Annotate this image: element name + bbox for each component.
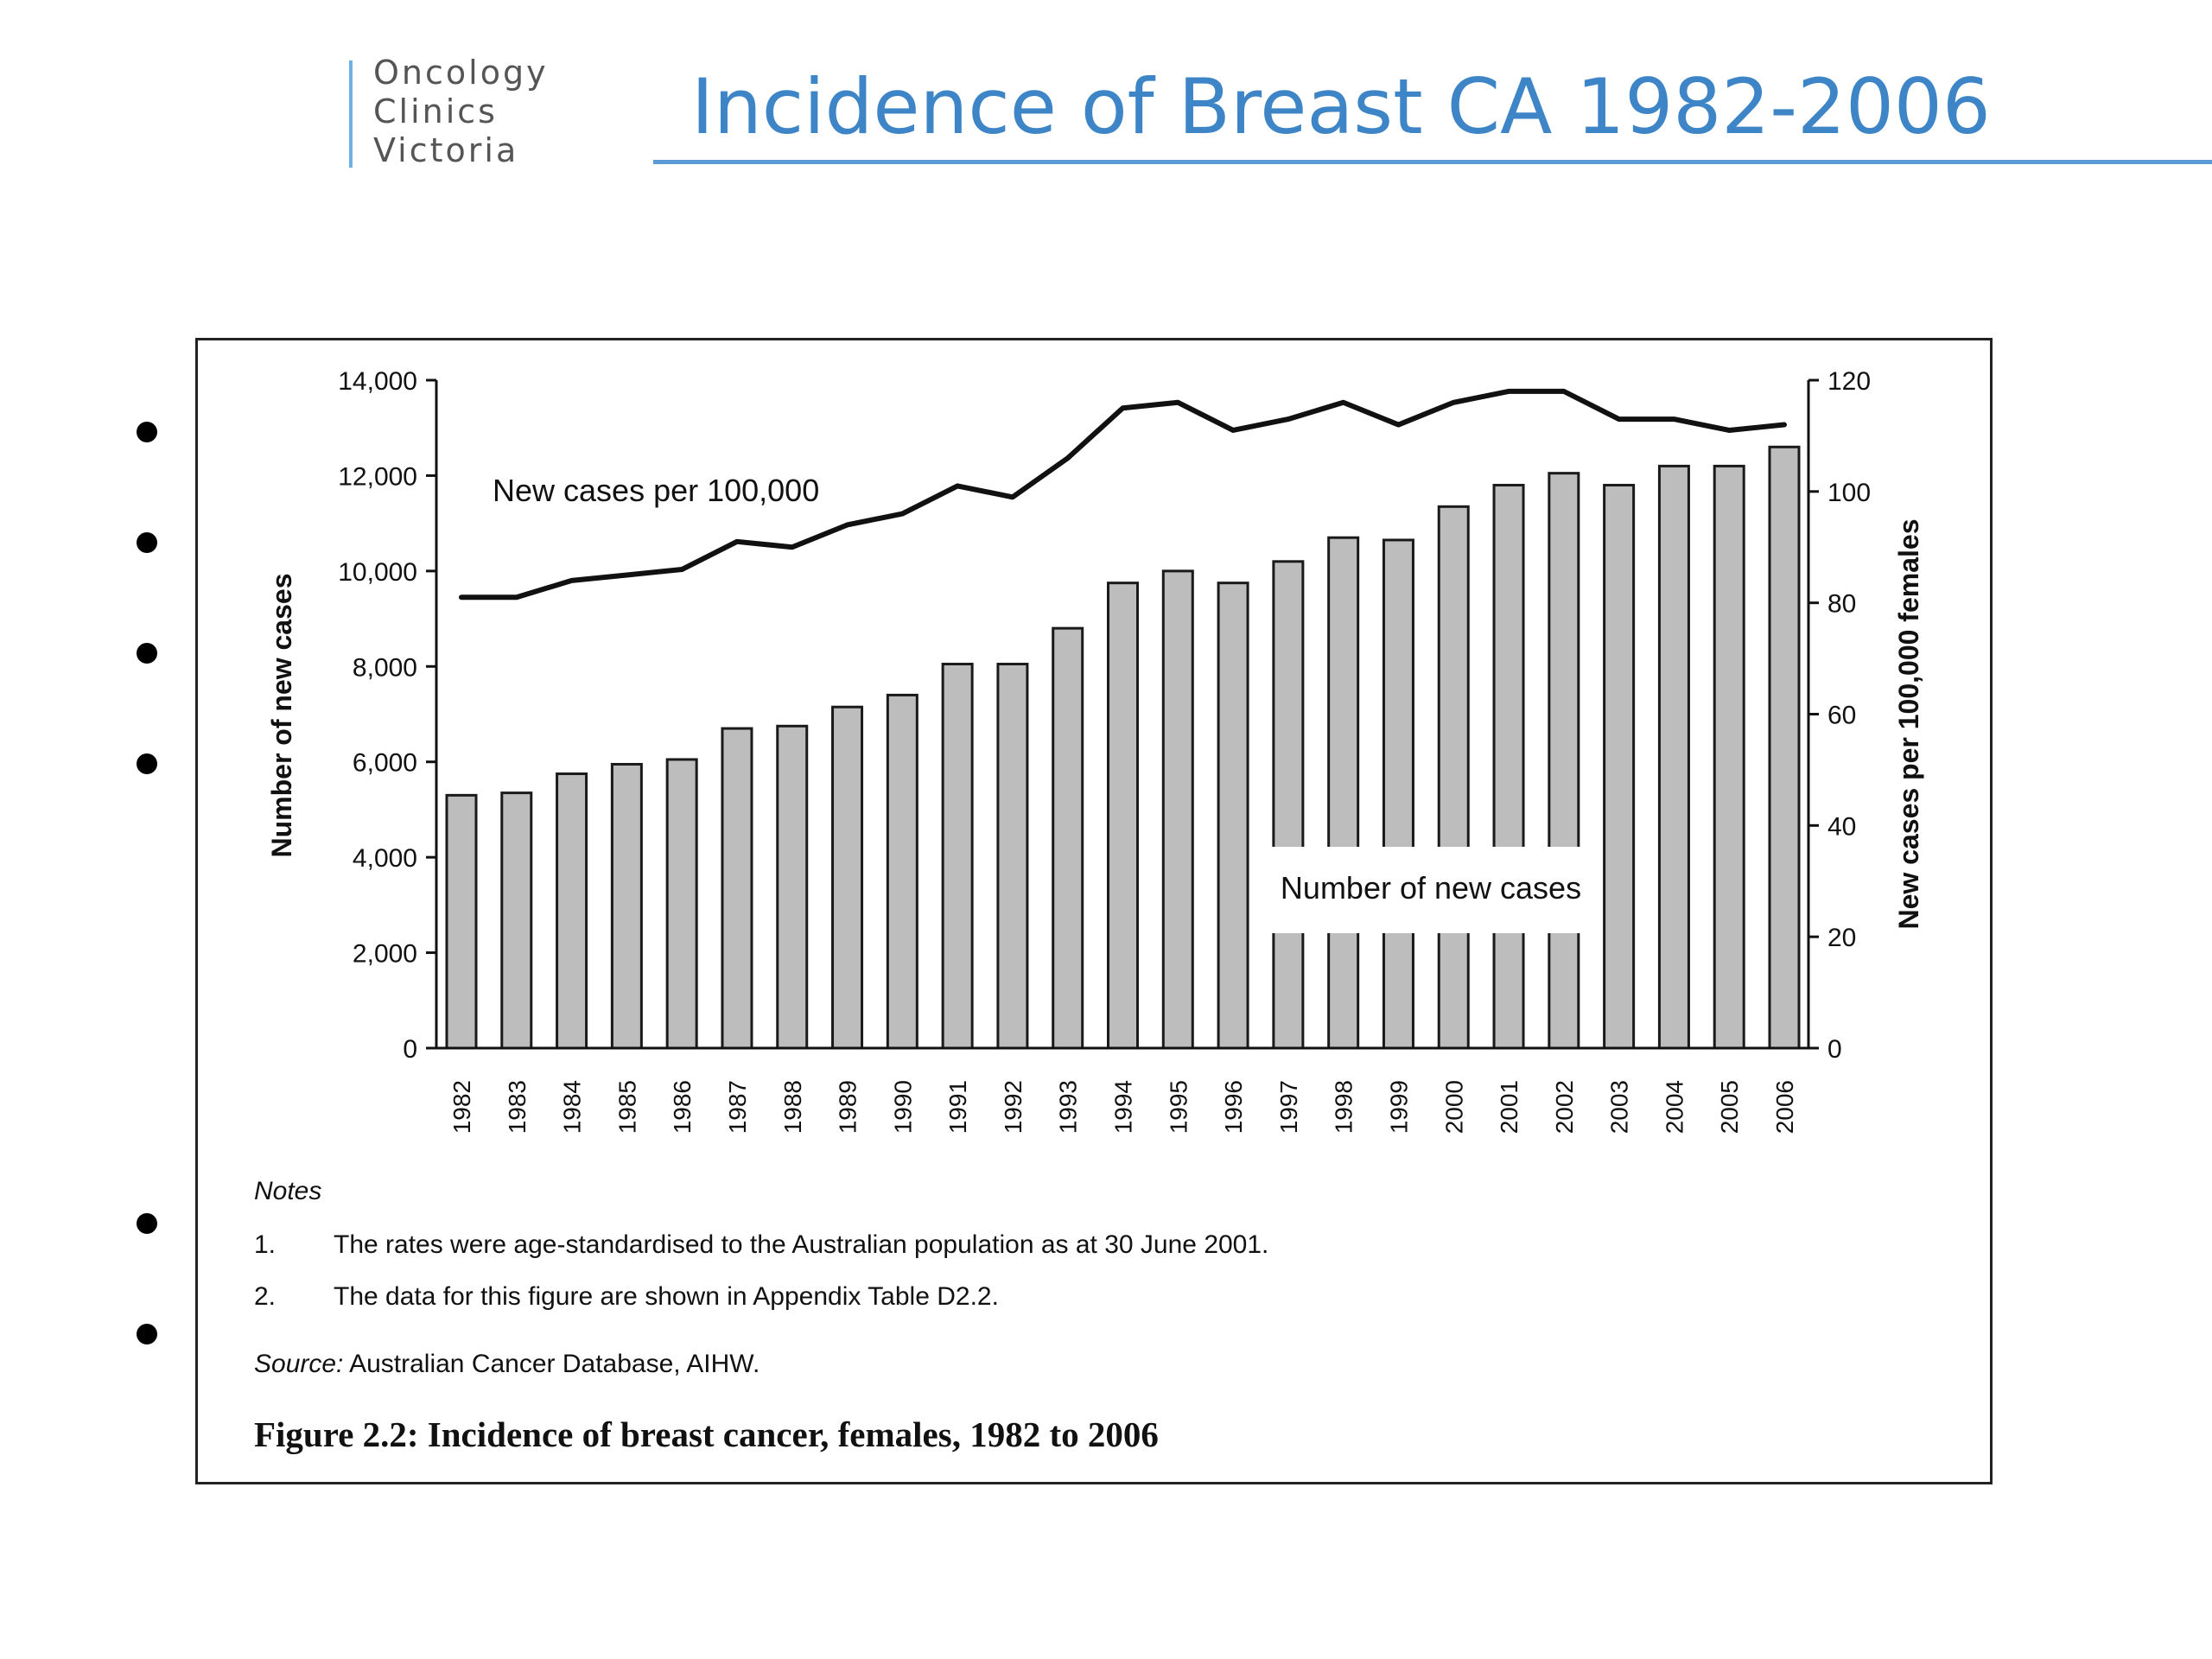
x-tick-label: 2005	[1716, 1080, 1743, 1134]
right-tick-label: 80	[1827, 590, 1856, 619]
left-tick-label: 14,000	[338, 367, 417, 396]
note-text: The rates were age-standardised to the A…	[334, 1230, 1269, 1259]
right-tick-label: 120	[1827, 367, 1871, 396]
bar-1996	[1217, 582, 1249, 1050]
bar-series-label-box	[1263, 847, 1599, 933]
note-item: 2. The data for this figure are shown in …	[254, 1282, 999, 1312]
right-tick-label: 60	[1827, 702, 1856, 730]
bar-1984	[556, 772, 588, 1050]
x-tick-label: 2004	[1661, 1080, 1688, 1134]
right-tick-label: 20	[1827, 924, 1856, 952]
bar-1987	[721, 727, 753, 1050]
bullet-dot	[137, 643, 157, 664]
bar-1999	[1382, 538, 1414, 1050]
x-tick-label: 2000	[1440, 1080, 1467, 1134]
bar-1990	[886, 693, 918, 1050]
x-tick-label: 1988	[779, 1080, 806, 1134]
bullet-dot	[137, 532, 157, 553]
left-tick-label: 2,000	[353, 940, 417, 969]
x-tick-label: 2001	[1496, 1080, 1522, 1134]
x-tick-label: 2002	[1551, 1080, 1578, 1134]
x-tick-label: 1999	[1385, 1080, 1412, 1134]
bar-1989	[831, 705, 864, 1050]
source-text: Australian Cancer Database, AIHW.	[349, 1350, 760, 1378]
bar-1992	[996, 663, 1029, 1050]
x-tick-label: 1993	[1055, 1080, 1082, 1134]
bar-1988	[776, 724, 809, 1050]
title-underline	[653, 160, 2212, 164]
bar-1983	[500, 791, 533, 1050]
left-tick-label: 6,000	[353, 749, 417, 778]
logo-line-1: Oncology	[373, 54, 549, 92]
slide-title: Incidence of Breast CA 1982-2006	[691, 62, 1991, 151]
bar-1997	[1272, 560, 1305, 1050]
x-tick-label: 2003	[1606, 1080, 1633, 1134]
bar-1994	[1107, 582, 1139, 1050]
x-tick-label: 1984	[559, 1080, 586, 1134]
x-tick-label: 1994	[1110, 1080, 1137, 1134]
logo-line-3: Victoria	[373, 131, 519, 169]
bullet-dot	[137, 422, 157, 442]
bar-1991	[941, 663, 974, 1050]
note-number: 1.	[254, 1230, 276, 1259]
x-tick-label: 1987	[724, 1080, 751, 1134]
logo-line-2: Clinics	[373, 92, 498, 130]
bar-2002	[1548, 472, 1580, 1050]
bullet-dot	[137, 1324, 157, 1344]
bar-2006	[1768, 445, 1801, 1050]
x-tick-label: 1986	[669, 1080, 696, 1134]
bar-1986	[665, 758, 698, 1050]
x-tick-label: 1989	[835, 1080, 861, 1134]
left-tick-label: 10,000	[338, 558, 417, 587]
x-tick-label: 1991	[944, 1080, 971, 1134]
note-item: 1. The rates were age-standardised to the…	[254, 1230, 1268, 1260]
note-text: The data for this figure are shown in Ap…	[334, 1282, 999, 1311]
x-tick-label: 1990	[889, 1080, 916, 1134]
bullet-dot	[137, 753, 157, 774]
x-tick-label: 2006	[1771, 1080, 1798, 1134]
x-tick-label: 1997	[1275, 1080, 1302, 1134]
x-tick-label: 1983	[504, 1080, 531, 1134]
source-label: Source:	[254, 1350, 344, 1378]
left-tick-label: 12,000	[338, 462, 417, 491]
bullet-dot	[137, 1213, 157, 1234]
bar-2001	[1492, 483, 1525, 1050]
note-number: 2.	[254, 1282, 276, 1311]
bar-1982	[445, 793, 478, 1050]
left-tick-label: 8,000	[353, 653, 417, 682]
bar-2005	[1713, 464, 1745, 1050]
bar-series-label: Number of new cases	[1281, 870, 1581, 906]
figure-box	[195, 338, 1993, 1484]
left-tick-label: 4,000	[353, 844, 417, 873]
bar-1998	[1327, 536, 1360, 1050]
y-axis-title: Number of new cases	[266, 574, 297, 858]
right-tick-label: 0	[1827, 1035, 1842, 1064]
x-tick-label: 1996	[1220, 1080, 1247, 1134]
x-tick-label: 1992	[1000, 1080, 1027, 1134]
figure-caption: Figure 2.2: Incidence of breast cancer, …	[254, 1414, 1159, 1454]
right-tick-label: 40	[1827, 812, 1856, 841]
logo-divider	[349, 60, 353, 168]
x-tick-label: 1982	[448, 1080, 475, 1134]
bar-1995	[1161, 569, 1194, 1050]
source-line: Source: Australian Cancer Database, AIHW…	[254, 1350, 760, 1379]
bar-1985	[610, 762, 643, 1050]
right-tick-label: 100	[1827, 479, 1871, 507]
notes-heading: Notes	[254, 1177, 322, 1205]
line-series-label: New cases per 100,000	[493, 473, 819, 508]
x-tick-label: 1985	[613, 1080, 640, 1134]
bar-2004	[1657, 464, 1690, 1050]
bar-1993	[1052, 626, 1084, 1050]
rate-line	[459, 388, 1787, 601]
left-tick-label: 0	[403, 1035, 417, 1064]
y2-axis-title: New cases per 100,000 females	[1893, 519, 1924, 930]
x-tick-label: 1995	[1165, 1080, 1192, 1134]
x-tick-label: 1998	[1331, 1080, 1357, 1134]
logo: Oncology Clinics Victoria	[373, 54, 549, 170]
bar-2000	[1437, 505, 1470, 1050]
bar-2003	[1603, 483, 1636, 1050]
